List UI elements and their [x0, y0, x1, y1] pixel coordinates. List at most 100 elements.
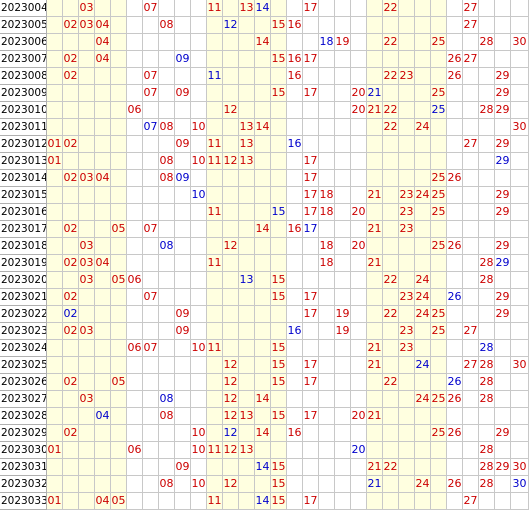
drawn-number: 29: [495, 239, 510, 252]
grid-cell: [175, 408, 191, 425]
drawn-number: 06: [127, 103, 142, 116]
grid-cell: 15: [271, 17, 287, 34]
grid-cell: [367, 289, 383, 306]
grid-cell: [431, 357, 447, 374]
grid-cell: 04: [95, 493, 111, 510]
period-label: 2023031: [0, 459, 47, 476]
drawn-number: 26: [447, 375, 462, 388]
grid-cell: [495, 476, 511, 493]
grid-cell: [495, 391, 511, 408]
grid-cell: 03: [79, 0, 95, 17]
grid-cell: [239, 34, 255, 51]
grid-cell: [447, 102, 463, 119]
drawn-number: 02: [63, 222, 78, 235]
drawn-number: 07: [143, 86, 158, 99]
grid-cell: [319, 323, 335, 340]
grid-cell: [367, 425, 383, 442]
period-label: 2023020: [0, 272, 47, 289]
grid-cell: [303, 119, 319, 136]
grid-cell: [127, 476, 143, 493]
grid-cell: [335, 357, 351, 374]
drawn-number: 24: [415, 358, 430, 371]
grid-cell: [319, 170, 335, 187]
table-row: 2023024 06 07 10 11 15 21 23 28: [0, 340, 529, 357]
grid-cell: 16: [287, 323, 303, 340]
grid-cell: [367, 170, 383, 187]
grid-cell: 15: [271, 289, 287, 306]
grid-cell: [143, 306, 159, 323]
drawn-number: 21: [367, 222, 382, 235]
period-label: 2023016: [0, 204, 47, 221]
grid-cell: [367, 68, 383, 85]
grid-cell: 21: [367, 476, 383, 493]
grid-cell: [511, 0, 529, 17]
grid-cell: 10: [191, 340, 207, 357]
grid-cell: [79, 119, 95, 136]
drawn-number: 20: [351, 239, 366, 252]
grid-cell: [127, 459, 143, 476]
grid-cell: 13: [239, 136, 255, 153]
grid-cell: [383, 51, 399, 68]
grid-cell: 29: [495, 289, 511, 306]
drawn-number: 25: [431, 188, 446, 201]
grid-cell: 22: [383, 272, 399, 289]
drawn-number: 29: [495, 69, 510, 82]
grid-cell: [511, 51, 529, 68]
grid-cell: [399, 51, 415, 68]
grid-cell: 17: [303, 170, 319, 187]
grid-cell: [111, 391, 127, 408]
grid-cell: [79, 476, 95, 493]
grid-cell: [239, 289, 255, 306]
grid-cell: [287, 119, 303, 136]
grid-cell: [479, 17, 495, 34]
period-label: 2023006: [0, 34, 47, 51]
grid-cell: 22: [383, 459, 399, 476]
grid-cell: [447, 153, 463, 170]
grid-cell: [367, 119, 383, 136]
drawn-number: 15: [271, 409, 286, 422]
grid-cell: 26: [447, 170, 463, 187]
grid-cell: 28: [479, 255, 495, 272]
grid-cell: [63, 442, 79, 459]
grid-cell: [175, 221, 191, 238]
grid-cell: [303, 272, 319, 289]
grid-cell: [255, 357, 271, 374]
grid-cell: [207, 51, 223, 68]
grid-cell: [479, 85, 495, 102]
grid-cell: 28: [479, 340, 495, 357]
grid-cell: [351, 68, 367, 85]
grid-cell: [511, 374, 529, 391]
grid-cell: [191, 374, 207, 391]
drawn-number: 19: [335, 307, 350, 320]
grid-cell: [463, 34, 479, 51]
grid-cell: [335, 340, 351, 357]
drawn-number: 21: [367, 460, 382, 473]
grid-cell: 05: [111, 272, 127, 289]
grid-cell: [431, 221, 447, 238]
grid-cell: 12: [223, 238, 239, 255]
grid-cell: [159, 272, 175, 289]
grid-cell: 29: [495, 85, 511, 102]
drawn-number: 07: [143, 1, 158, 14]
grid-cell: [79, 340, 95, 357]
grid-cell: [127, 289, 143, 306]
grid-cell: 12: [223, 425, 239, 442]
drawn-number: 26: [447, 171, 462, 184]
grid-cell: [47, 0, 63, 17]
grid-cell: [351, 221, 367, 238]
grid-cell: 25: [431, 306, 447, 323]
grid-cell: 19: [335, 306, 351, 323]
grid-cell: [399, 170, 415, 187]
table-row: 2023015 10 17 18 21 23 24 25 29: [0, 187, 529, 204]
grid-cell: [175, 102, 191, 119]
drawn-number: 29: [495, 460, 510, 473]
grid-cell: 09: [175, 136, 191, 153]
grid-cell: [351, 391, 367, 408]
grid-cell: 29: [495, 102, 511, 119]
grid-cell: [255, 102, 271, 119]
grid-cell: [207, 459, 223, 476]
grid-cell: [239, 187, 255, 204]
drawn-number: 29: [495, 103, 510, 116]
grid-cell: [511, 306, 529, 323]
grid-cell: [239, 170, 255, 187]
